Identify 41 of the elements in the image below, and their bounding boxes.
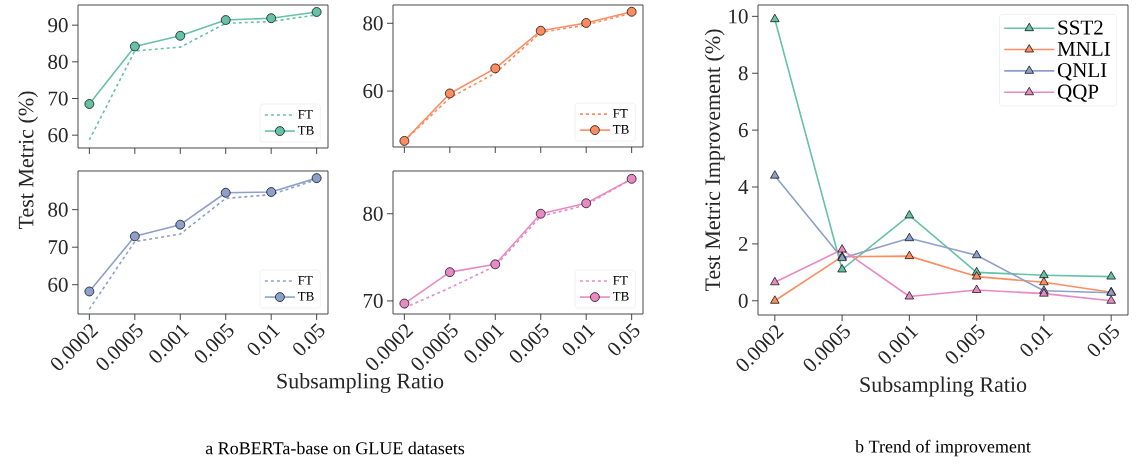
x-tick-label: 0.05 — [293, 323, 325, 356]
legend-label: QNLI — [1057, 63, 1107, 81]
y-tick-label: 2 — [738, 236, 748, 251]
y-tick-label: 4 — [738, 180, 749, 194]
y-axis-title: Test Metric (%) — [18, 91, 38, 230]
x-axis-title: Subsampling Ratio — [860, 376, 1027, 397]
legend-label: SST2 — [1058, 20, 1103, 35]
y-tick-label: 70 — [363, 293, 383, 308]
y-axis-title: Test Metric Improvement (%) — [704, 29, 725, 292]
x-tick-label: 0.05 — [608, 323, 640, 356]
x-tick-label: 0.05 — [1087, 324, 1119, 357]
legend-label: FT — [298, 110, 313, 119]
legend-label: TB — [297, 292, 314, 301]
x-tick-label: 0.01 — [247, 324, 281, 356]
legend-label: TB — [297, 126, 314, 135]
y-tick-label: 70 — [48, 91, 68, 106]
y-tick-label: 60 — [48, 277, 68, 292]
legend-label: TB — [612, 292, 629, 301]
y-tick-label: 10 — [729, 9, 748, 24]
y-tick-label: 70 — [48, 240, 68, 255]
legend-label: FT — [613, 276, 628, 285]
y-tick-label: 90 — [48, 18, 68, 33]
text: b Trend of improvement — [855, 439, 1031, 457]
legend-label: MNLI — [1057, 41, 1110, 56]
y-tick-label: 60 — [48, 128, 68, 143]
y-tick-label: 0 — [738, 293, 748, 308]
y-tick-label: 80 — [48, 54, 68, 69]
legend-label: FT — [613, 109, 628, 118]
x-tick-label: 0.01 — [562, 324, 596, 356]
legend-label: QQP — [1057, 84, 1099, 102]
y-tick-label: 6 — [738, 123, 748, 138]
x-tick-label: 0.01 — [1020, 325, 1053, 357]
x-axis-title: Subsampling Ratio — [277, 373, 444, 394]
text: a RoBERTa-base on GLUE datasets — [205, 441, 465, 455]
y-tick-label: 60 — [363, 84, 383, 99]
y-tick-label: 8 — [738, 66, 748, 81]
legend-label: TB — [612, 125, 629, 134]
legend-label: FT — [298, 276, 313, 285]
y-tick-label: 80 — [48, 202, 68, 217]
y-tick-label: 80 — [363, 206, 383, 221]
y-tick-label: 80 — [363, 16, 383, 31]
